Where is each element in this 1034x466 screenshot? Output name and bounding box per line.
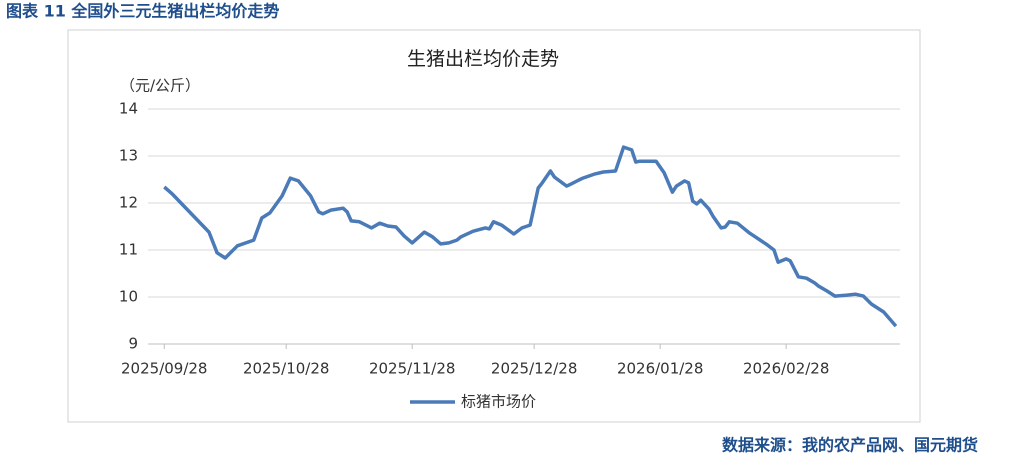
y-tick-label: 12	[119, 194, 138, 212]
y-tick-label: 11	[119, 241, 138, 259]
x-tick-label: 2025/10/28	[243, 360, 329, 378]
figure-caption: 图表 11 全国外三元生猪出栏均价走势	[6, 2, 279, 21]
y-tick-label: 9	[128, 335, 138, 353]
x-tick-label: 2025/12/28	[491, 360, 577, 378]
y-tick-label: 10	[119, 288, 138, 306]
chart-title: 生猪出栏均价走势	[407, 48, 559, 70]
x-tick-label: 2025/11/28	[369, 360, 455, 378]
x-tick-label: 2026/01/28	[617, 360, 703, 378]
x-tick-label: 2025/09/28	[121, 360, 207, 378]
y-tick-label: 13	[119, 147, 138, 165]
x-tick-label: 2026/02/28	[743, 360, 829, 378]
y-axis-label: （元/公斤）	[120, 77, 200, 95]
legend-label: 标猪市场价	[461, 393, 536, 411]
series-line	[163, 145, 898, 328]
source-note: 数据来源：我的农产品网、国元期货	[722, 436, 978, 455]
y-tick-label: 14	[119, 100, 138, 118]
chart-frame	[67, 29, 921, 423]
